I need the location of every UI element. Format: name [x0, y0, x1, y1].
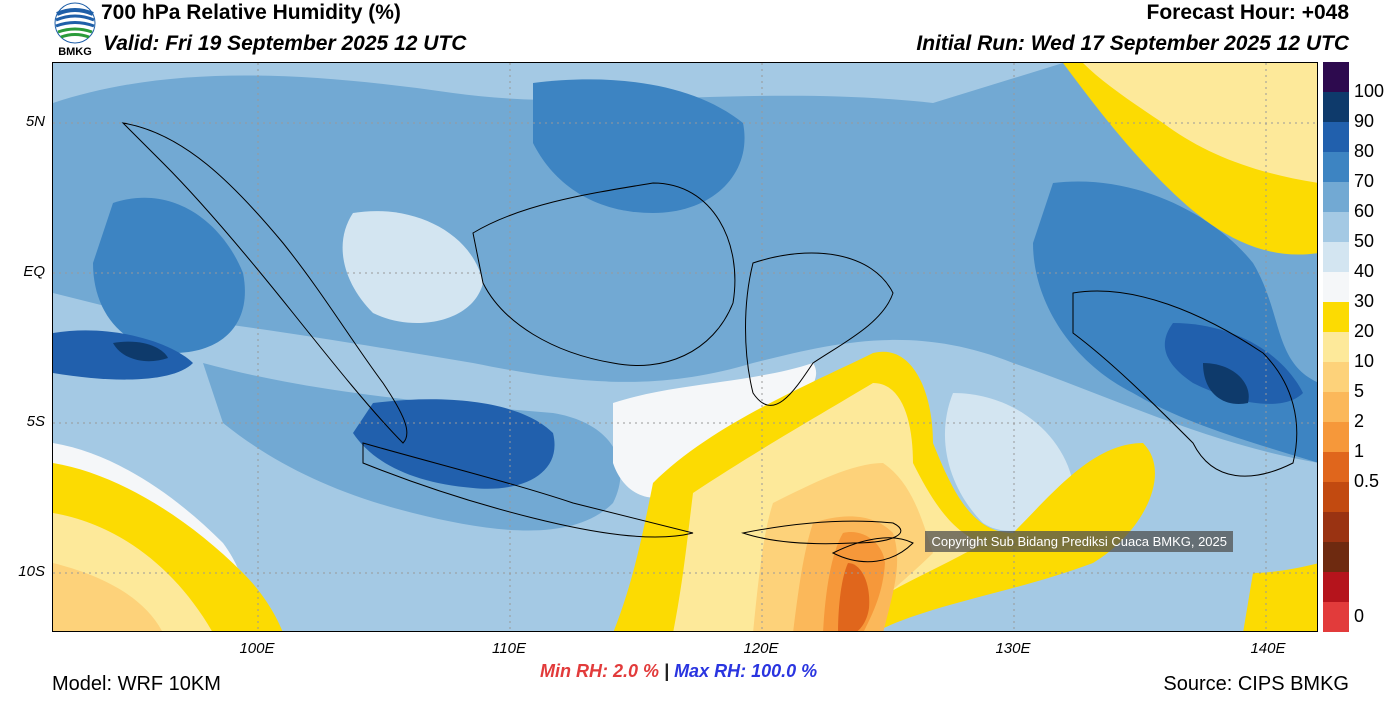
- colorbar-swatch: [1323, 512, 1349, 543]
- lat-label-5n: 5N: [25, 113, 45, 130]
- copyright-notice: Copyright Sub Bidang Prediksi Cuaca BMKG…: [925, 531, 1233, 552]
- colorbar-swatch: [1323, 152, 1349, 183]
- colorbar-swatch: [1323, 332, 1349, 363]
- colorbar-swatch: [1323, 182, 1349, 213]
- colorbar-label: 90: [1354, 111, 1375, 131]
- colorbar-label: 20: [1354, 321, 1375, 341]
- colorbar-swatch: [1323, 302, 1349, 333]
- colorbar-label: 10: [1354, 351, 1375, 371]
- colorbar-swatch: [1323, 422, 1349, 453]
- humidity-map: Copyright Sub Bidang Prediksi Cuaca BMKG…: [52, 62, 1318, 632]
- lat-label-10s: 10S: [18, 563, 45, 580]
- colorbar-label: 0.5: [1354, 471, 1380, 491]
- colorbar-label: 80: [1354, 141, 1375, 161]
- colorbar-swatch: [1323, 542, 1349, 573]
- bmkg-logo: BMKG: [52, 2, 98, 60]
- colorbar-swatch: [1323, 92, 1349, 123]
- colorbar-label: 40: [1354, 261, 1375, 281]
- logo-label: BMKG: [58, 46, 92, 58]
- model-name: Model: WRF 10KM: [52, 673, 221, 695]
- stats-separator: |: [659, 661, 675, 681]
- map-title: 700 hPa Relative Humidity (%): [101, 1, 401, 24]
- initial-run: Initial Run: Wed 17 September 2025 12 UT…: [916, 32, 1349, 55]
- colorbar-swatches: [1323, 62, 1349, 633]
- colorbar-swatch: [1323, 212, 1349, 243]
- forecast-hour: Forecast Hour: +048: [1146, 1, 1350, 24]
- colorbar-label: 70: [1354, 171, 1375, 191]
- data-source: Source: CIPS BMKG: [1163, 673, 1349, 695]
- colorbar-label: 30: [1354, 291, 1375, 311]
- min-rh: Min RH: 2.0 %: [540, 661, 660, 681]
- colorbar-swatch: [1323, 572, 1349, 603]
- lon-label-130e: 130E: [995, 640, 1031, 657]
- colorbar-swatch: [1323, 392, 1349, 423]
- lon-label-110e: 110E: [492, 640, 526, 657]
- colorbar-swatch: [1323, 602, 1349, 633]
- rh-stats: Min RH: 2.0 % | Max RH: 100.0 %: [540, 661, 817, 682]
- colorbar-swatch: [1323, 452, 1349, 483]
- lon-label-140e: 140E: [1250, 640, 1286, 657]
- lat-label-5s: 5S: [26, 413, 45, 430]
- colorbar-swatch: [1323, 242, 1349, 273]
- colorbar-label: 100: [1354, 81, 1385, 101]
- colorbar-label: 5: [1354, 381, 1365, 401]
- colorbar-swatch: [1323, 62, 1349, 93]
- valid-time: Valid: Fri 19 September 2025 12 UTC: [103, 32, 467, 55]
- colorbar-swatch: [1323, 362, 1349, 393]
- humidity-field: [53, 63, 1317, 631]
- colorbar-swatch: [1323, 482, 1349, 513]
- colorbar-label: 1: [1354, 441, 1365, 461]
- colorbar-swatch: [1323, 272, 1349, 303]
- colorbar-label: 0: [1354, 606, 1365, 626]
- lon-label-120e: 120E: [743, 640, 779, 657]
- colorbar-label: 50: [1354, 231, 1375, 251]
- max-rh: Max RH: 100.0 %: [674, 661, 818, 681]
- colorbar-label: 2: [1354, 411, 1365, 431]
- colorbar-swatch: [1323, 122, 1349, 153]
- colorbar: [1323, 62, 1349, 633]
- lon-label-100e: 100E: [239, 640, 275, 657]
- colorbar-label: 60: [1354, 201, 1375, 221]
- lat-label-eq: EQ: [23, 263, 45, 280]
- bmkg-logo-icon: [54, 2, 96, 44]
